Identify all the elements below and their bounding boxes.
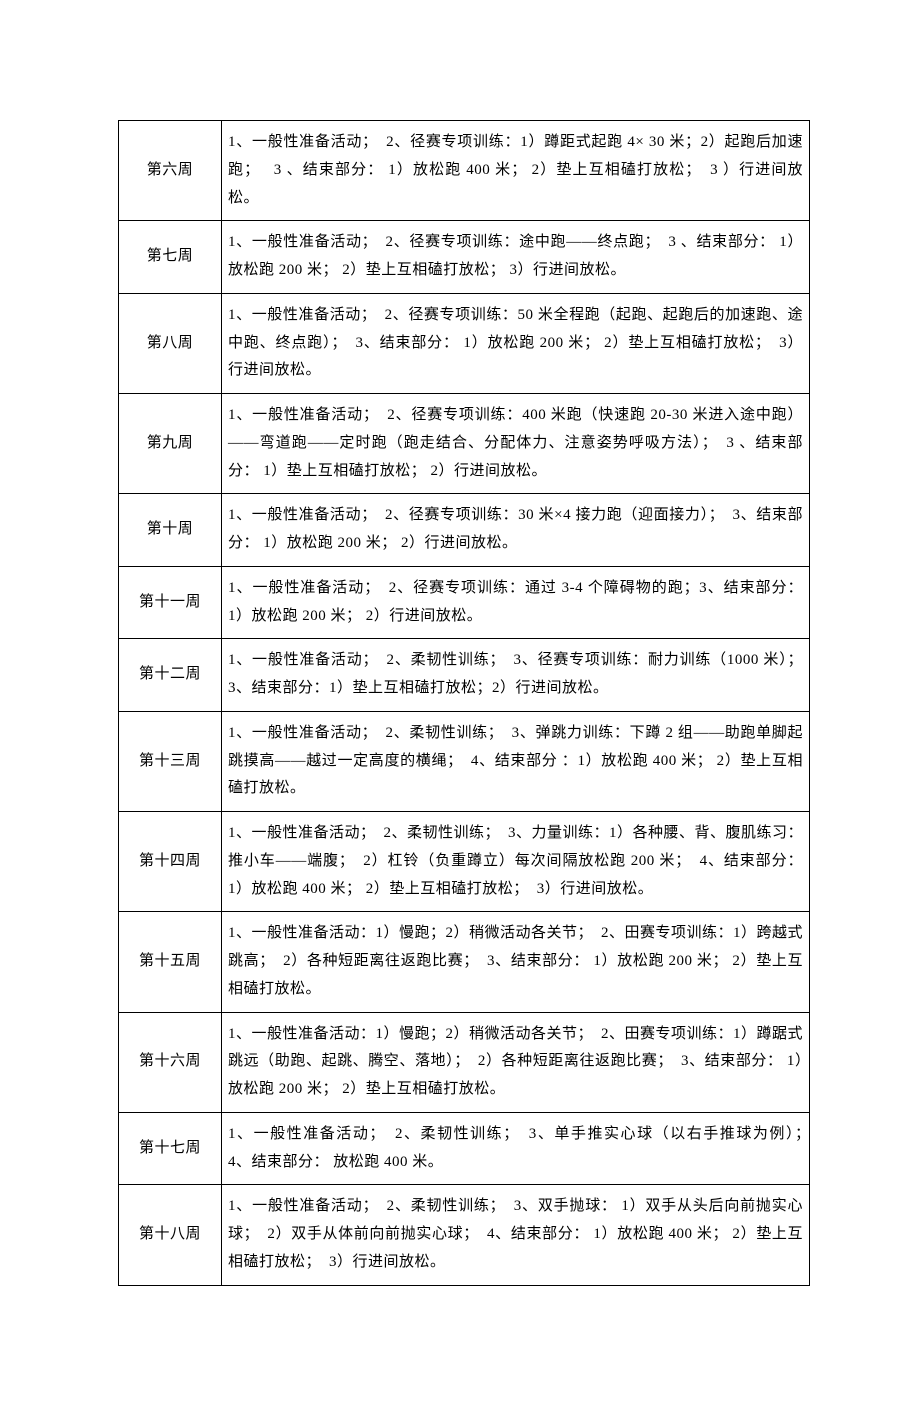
- table-row: 第十六周 1、一般性准备活动：1）慢跑；2）稍微活动各关节； 2、田赛专项训练：…: [119, 1012, 810, 1112]
- table-row: 第六周 1、一般性准备活动； 2、径赛专项训练：1）蹲距式起跑 4× 30 米；…: [119, 121, 810, 221]
- table-row: 第十三周 1、一般性准备活动； 2、柔韧性训练； 3、弹跳力训练：下蹲 2 组—…: [119, 711, 810, 811]
- table-row: 第十一周 1、一般性准备活动； 2、径赛专项训练：通过 3-4 个障碍物的跑；3…: [119, 566, 810, 639]
- document-page: 第六周 1、一般性准备活动； 2、径赛专项训练：1）蹲距式起跑 4× 30 米；…: [0, 0, 920, 1406]
- table-row: 第十二周 1、一般性准备活动； 2、柔韧性训练； 3、径赛专项训练：耐力训练（1…: [119, 639, 810, 712]
- week-cell: 第十六周: [119, 1012, 222, 1112]
- training-schedule-table: 第六周 1、一般性准备活动； 2、径赛专项训练：1）蹲距式起跑 4× 30 米；…: [118, 120, 810, 1286]
- table-body: 第六周 1、一般性准备活动； 2、径赛专项训练：1）蹲距式起跑 4× 30 米；…: [119, 121, 810, 1286]
- week-cell: 第七周: [119, 221, 222, 294]
- content-cell: 1、一般性准备活动； 2、径赛专项训练：400 米跑（快速跑 20-30 米进入…: [222, 394, 810, 494]
- week-cell: 第十四周: [119, 812, 222, 912]
- content-cell: 1、一般性准备活动：1）慢跑；2）稍微活动各关节； 2、田赛专项训练：1）跨越式…: [222, 912, 810, 1012]
- content-cell: 1、一般性准备活动：1）慢跑；2）稍微活动各关节； 2、田赛专项训练：1）蹲踞式…: [222, 1012, 810, 1112]
- content-cell: 1、一般性准备活动； 2、柔韧性训练； 3、双手抛球： 1）双手从头后向前抛实心…: [222, 1185, 810, 1285]
- week-cell: 第十二周: [119, 639, 222, 712]
- week-cell: 第十五周: [119, 912, 222, 1012]
- week-cell: 第十一周: [119, 566, 222, 639]
- table-row: 第七周 1、一般性准备活动； 2、径赛专项训练：途中跑——终点跑； 3 、结束部…: [119, 221, 810, 294]
- table-row: 第九周 1、一般性准备活动； 2、径赛专项训练：400 米跑（快速跑 20-30…: [119, 394, 810, 494]
- content-cell: 1、一般性准备活动； 2、径赛专项训练：途中跑——终点跑； 3 、结束部分： 1…: [222, 221, 810, 294]
- content-cell: 1、一般性准备活动； 2、径赛专项训练：30 米×4 接力跑（迎面接力）； 3、…: [222, 494, 810, 567]
- week-cell: 第八周: [119, 293, 222, 393]
- week-cell: 第十三周: [119, 711, 222, 811]
- table-row: 第十五周 1、一般性准备活动：1）慢跑；2）稍微活动各关节； 2、田赛专项训练：…: [119, 912, 810, 1012]
- content-cell: 1、一般性准备活动； 2、径赛专项训练：50 米全程跑（起跑、起跑后的加速跑、途…: [222, 293, 810, 393]
- content-cell: 1、一般性准备活动； 2、径赛专项训练：1）蹲距式起跑 4× 30 米；2）起跑…: [222, 121, 810, 221]
- content-cell: 1、一般性准备活动； 2、柔韧性训练； 3、弹跳力训练：下蹲 2 组——助跑单脚…: [222, 711, 810, 811]
- content-cell: 1、一般性准备活动； 2、径赛专项训练：通过 3-4 个障碍物的跑；3、结束部分…: [222, 566, 810, 639]
- week-cell: 第六周: [119, 121, 222, 221]
- content-cell: 1、一般性准备活动； 2、柔韧性训练； 3、径赛专项训练：耐力训练（1000 米…: [222, 639, 810, 712]
- week-cell: 第十七周: [119, 1112, 222, 1185]
- content-cell: 1、一般性准备活动； 2、柔韧性训练； 3、力量训练：1）各种腰、背、腹肌练习：…: [222, 812, 810, 912]
- table-row: 第十八周 1、一般性准备活动； 2、柔韧性训练； 3、双手抛球： 1）双手从头后…: [119, 1185, 810, 1285]
- table-row: 第十周 1、一般性准备活动； 2、径赛专项训练：30 米×4 接力跑（迎面接力）…: [119, 494, 810, 567]
- week-cell: 第十周: [119, 494, 222, 567]
- table-row: 第十七周 1、一般性准备活动； 2、柔韧性训练； 3、单手推实心球（以右手推球为…: [119, 1112, 810, 1185]
- table-row: 第八周 1、一般性准备活动； 2、径赛专项训练：50 米全程跑（起跑、起跑后的加…: [119, 293, 810, 393]
- week-cell: 第十八周: [119, 1185, 222, 1285]
- content-cell: 1、一般性准备活动； 2、柔韧性训练； 3、单手推实心球（以右手推球为例）； 4…: [222, 1112, 810, 1185]
- week-cell: 第九周: [119, 394, 222, 494]
- table-row: 第十四周 1、一般性准备活动； 2、柔韧性训练； 3、力量训练：1）各种腰、背、…: [119, 812, 810, 912]
